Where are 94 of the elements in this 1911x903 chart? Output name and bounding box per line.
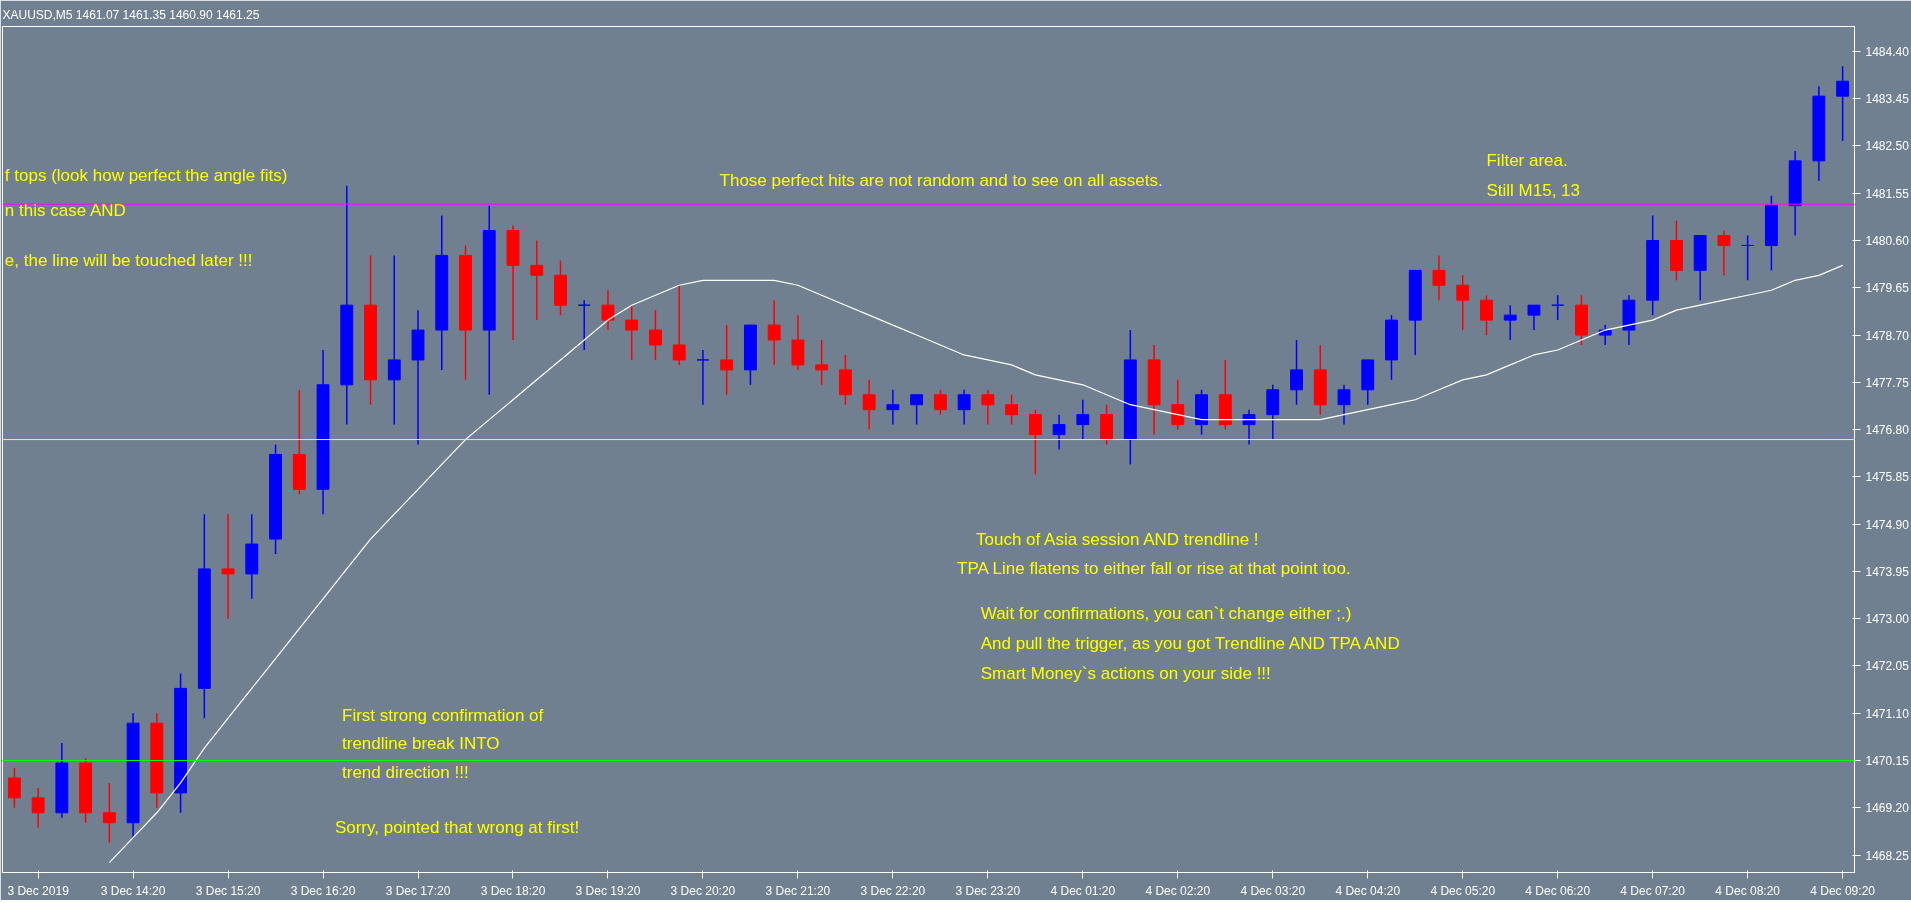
y-tick-label: 1482.50 [1865,139,1910,154]
annotation: And pull the trigger, as you got Trendline AND TPA AND [980,634,1400,654]
x-tick-label: 4 Dec 09:20 [1810,883,1876,898]
y-tick-label: 1474.90 [1865,517,1910,532]
candlestick [1480,294,1493,336]
y-tick-label: 1468.25 [1865,848,1910,863]
candlestick [767,299,781,366]
candlestick [1052,413,1066,451]
y-tick-label: 1477.75 [1865,375,1910,390]
x-tick-label: 4 Dec 02:20 [1145,883,1211,898]
x-tick-label: 4 Dec 07:20 [1620,883,1686,898]
candlestick [1836,65,1850,142]
candlestick [1456,274,1470,331]
candlestick [31,787,45,829]
x-tick-label: 3 Dec 21:20 [765,883,831,898]
annotation: First strong confirmation of [342,706,544,726]
candlestick [1503,304,1517,341]
candlestick [1717,229,1731,277]
annotation: Smart Money`s actions on your side !!! [980,663,1271,683]
x-tick-label: 4 Dec 01:20 [1050,883,1116,898]
x-tick-label: 3 Dec 22:20 [860,883,926,898]
candlestick [862,379,876,431]
candlestick [1028,408,1042,476]
candlestick [1290,339,1303,406]
candlestick [1242,408,1256,446]
annotation: Those perfect hits are not random and to see on all assets. [719,171,1163,191]
annotation: Touch of Asia session AND trendline ! [975,529,1259,549]
x-tick-label: 3 Dec 15:20 [195,883,261,898]
candlestick [601,289,615,331]
x-tick-label: 3 Dec 18:20 [480,883,546,898]
y-tick-label: 1478.70 [1865,328,1910,343]
x-tick-label: 3 Dec 16:20 [290,883,356,898]
candlestick [720,324,734,396]
candlestick [1598,324,1612,346]
candlestick [387,254,401,426]
candlestick [696,349,710,406]
candlestick [1337,384,1351,426]
annotation: trendline break INTO [342,733,500,753]
y-tick-label: 1476.80 [1865,423,1910,438]
y-tick-label: 1481.55 [1865,186,1910,201]
y-tick-label: 1473.00 [1865,612,1910,627]
candlestick [1551,294,1565,321]
x-tick-label: 4 Dec 08:20 [1715,883,1781,898]
x-tick-label: 4 Dec 03:20 [1240,883,1306,898]
candlestick [625,304,639,361]
annotation: f tops (look how perfect the angle fits) [4,166,288,186]
y-tick-label: 1475.85 [1865,470,1910,485]
candlestick [886,389,900,426]
y-tick-label: 1480.60 [1865,233,1910,248]
y-tick-label: 1484.40 [1865,44,1910,59]
annotation: n this case AND [4,201,126,221]
annotation: trend direction !!! [342,763,469,783]
annotation: Still M15, 13 [1486,181,1581,201]
y-tick-label: 1470.15 [1865,754,1910,769]
candlestick [1076,398,1090,441]
x-tick-label: 3 Dec 19:20 [575,883,641,898]
candlestick [649,309,662,361]
candlestick [577,299,591,351]
candlestick [1171,379,1185,431]
candlestick [530,239,544,321]
y-tick-label: 1471.10 [1865,706,1910,721]
candlestick [1432,254,1446,301]
candlestick [957,389,971,426]
chart-title: XAUUSD,M5 1461.07 1461.35 1460.90 1461.25 [2,7,260,22]
x-tick-label: 3 Dec 17:20 [385,883,451,898]
x-tick-label: 3 Dec 2019 [7,883,70,898]
candlestick [1741,234,1755,282]
x-tick-label: 3 Dec 23:20 [955,883,1021,898]
candlestick [910,394,924,426]
x-tick-label: 3 Dec 20:20 [670,883,736,898]
candlestick [933,389,947,416]
annotation: e, the line will be touched later !!! [4,250,253,270]
x-tick-label: 4 Dec 05:20 [1430,883,1496,898]
annotation: Filter area. [1486,151,1568,171]
y-tick-label: 1469.20 [1865,801,1910,816]
x-tick-label: 4 Dec 04:20 [1335,883,1401,898]
y-tick-label: 1483.45 [1865,92,1910,107]
candlestick [102,782,116,844]
x-tick-label: 4 Dec 06:20 [1525,883,1591,898]
annotation: TPA Line flatens to either fall or rise at that point too. [956,559,1351,579]
line-series [108,264,1844,864]
candlestick [7,767,21,809]
candlestick [981,389,995,426]
candlestick [672,284,686,366]
candlestick [815,339,829,386]
candlestick [1005,394,1019,426]
y-tick-label: 1473.95 [1865,564,1910,579]
x-tick-label: 3 Dec 14:20 [100,883,166,898]
y-tick-label: 1479.65 [1865,281,1910,296]
candlestick [1527,304,1541,331]
annotation: Sorry, pointed that wrong at first! [334,818,580,838]
annotation: Wait for confirmations, you can`t change either ;.) [980,604,1352,624]
candlestick [221,513,235,620]
y-tick-label: 1472.05 [1865,659,1910,674]
